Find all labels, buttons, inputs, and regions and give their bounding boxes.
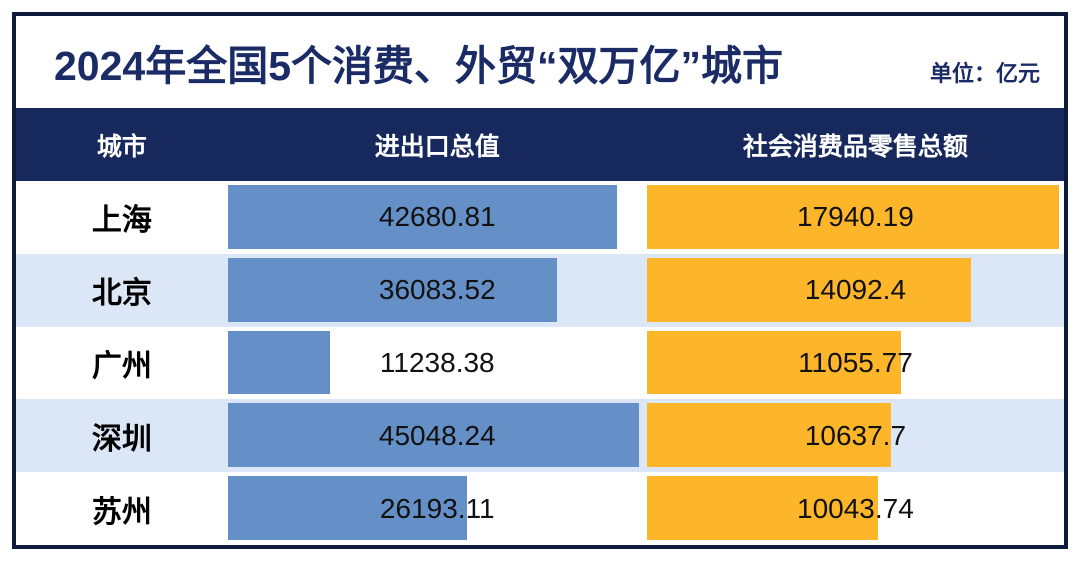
retail-bar — [646, 257, 971, 322]
import-export-value: 42680.81 — [378, 201, 496, 233]
retail-bar — [646, 185, 1060, 249]
retail-bar — [646, 403, 892, 468]
table-row: 苏州 26193.11 10043.74 — [16, 472, 1064, 545]
import-export-value: 26193.11 — [379, 492, 495, 524]
city-name: 北京 — [91, 277, 152, 311]
header-import-export: 进出口总值 — [374, 132, 500, 161]
import-export-bar-cell: 11238.38 — [227, 327, 647, 400]
title-bar: 2024年全国5个消费、外贸“双万亿”城市 单位：亿元 — [16, 16, 1064, 108]
retail-value: 11055.77 — [798, 346, 913, 378]
table-row: 北京 36083.52 14092.4 — [16, 253, 1064, 327]
import-export-value: 11238.38 — [379, 346, 495, 378]
table-body: 上海 42680.81 17940.19 北京 36083.52 14092.4 广州 112… — [16, 181, 1064, 545]
table-row: 上海 42680.81 17940.19 — [16, 181, 1064, 254]
table-header: 城市 进出口总值 社会消费品零售总额 — [16, 108, 1064, 181]
city-name: 广州 — [91, 349, 152, 383]
import-export-value: 36083.52 — [378, 274, 496, 306]
page-title: 2024年全国5个消费、外贸“双万亿”城市 — [54, 43, 784, 89]
city-name: 苏州 — [91, 495, 152, 529]
retail-bar-cell: 10637.7 — [646, 399, 1064, 472]
import-export-bar — [227, 185, 618, 249]
retail-value: 10043.74 — [797, 492, 914, 524]
infographic-frame: 2024年全国5个消费、外贸“双万亿”城市 单位：亿元 城市 进出口总值 社会消… — [12, 12, 1068, 549]
retail-value: 14092.4 — [804, 274, 907, 306]
import-export-bar-cell: 45048.24 — [227, 399, 647, 472]
city-name: 深圳 — [91, 422, 152, 456]
retail-bar-cell: 14092.4 — [646, 254, 1064, 327]
retail-bar-cell: 11055.77 — [646, 327, 1064, 400]
retail-value: 10637.7 — [804, 419, 907, 451]
retail-value: 17940.19 — [797, 201, 914, 233]
import-export-bar — [227, 403, 640, 468]
city-name: 上海 — [91, 204, 152, 238]
header-retail: 社会消费品零售总额 — [742, 132, 968, 161]
import-export-bar-cell: 26193.11 — [227, 472, 647, 545]
table-row: 深圳 45048.24 10637.7 — [16, 399, 1064, 473]
retail-bar-cell: 17940.19 — [646, 181, 1064, 254]
header-city: 城市 — [96, 132, 147, 161]
table-row: 广州 11238.38 11055.77 — [16, 326, 1064, 400]
retail-bar — [646, 330, 901, 395]
retail-bar-cell: 10043.74 — [646, 472, 1064, 545]
import-export-bar — [227, 476, 467, 540]
import-export-bar — [227, 330, 331, 395]
import-export-bar-cell: 36083.52 — [227, 254, 647, 327]
retail-bar — [646, 476, 878, 540]
import-export-bar-cell: 42680.81 — [227, 181, 647, 254]
unit-label: 单位：亿元 — [929, 61, 1040, 86]
import-export-bar — [227, 257, 558, 322]
import-export-value: 45048.24 — [378, 419, 496, 451]
